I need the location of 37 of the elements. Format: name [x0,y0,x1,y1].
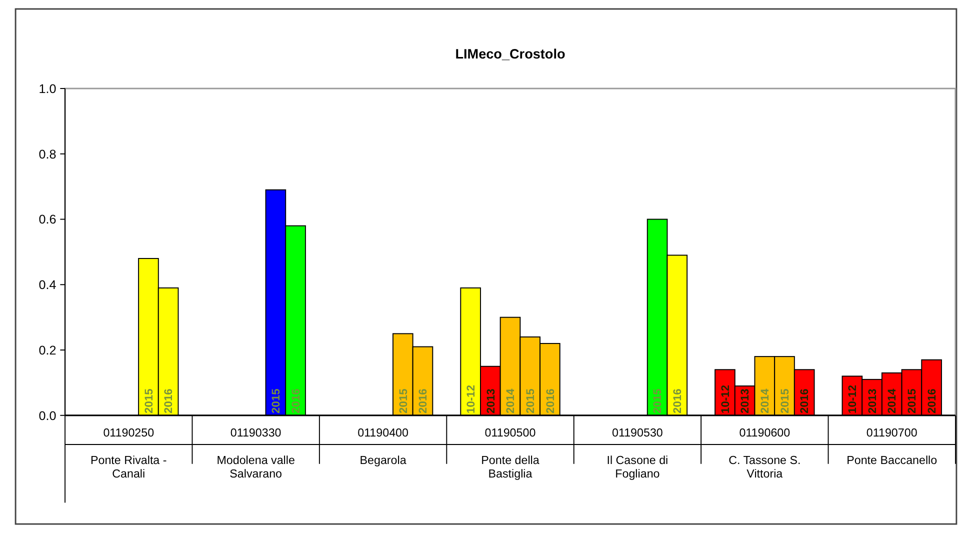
y-tick-label: 0.0 [38,408,56,423]
text: 2015 [652,388,664,414]
text: 2015 [524,388,537,414]
text: 2013 [866,388,879,414]
category-label: 01190330 Modolena valle Salvarano [216,426,295,480]
category-label: 01190400 Begarola [358,426,408,467]
y-tick-label: 0.6 [38,212,56,227]
text: 2016 [672,388,684,414]
text: 2016 [418,388,430,414]
category-label: 01190600 C. Tassone S. Vittoria [728,426,801,480]
series-label: 2014 [505,388,518,414]
series-label: 2013 [485,388,498,414]
y-tick-label: 0.8 [38,147,56,162]
text: 2016 [290,388,302,414]
text: 2016 [544,388,557,414]
category-label: 01190500 Ponte della Bastiglia [481,426,540,480]
text: 2016 [799,388,812,414]
series-label: 2016 [163,388,176,414]
text: 10-12 [847,384,860,414]
y-tick-label: 0.2 [38,343,56,358]
text: 2014 [886,388,899,414]
text: 2016 [926,388,938,414]
text: 2013 [740,388,752,414]
series-label: 2015 [143,388,156,414]
chart-title: LIMeco_Crostolo [455,46,566,62]
y-tick-label: 1.0 [38,82,56,96]
series-label: 10-12 [465,384,478,414]
category-label: 01190700 Ponte Baccanello [846,426,938,467]
text: 10-12 [720,384,732,414]
text: 2015 [398,388,410,414]
text: 2015 [906,388,919,414]
text: 2015 [270,388,283,414]
category-label: 01190530 Il Casone di Fogliano [606,426,668,480]
category-label: 01190250 Ponte Rivalta - Canali [90,426,167,480]
text: 2014 [760,388,772,414]
text: 2015 [779,388,792,414]
y-tick-label: 0.4 [38,278,56,292]
